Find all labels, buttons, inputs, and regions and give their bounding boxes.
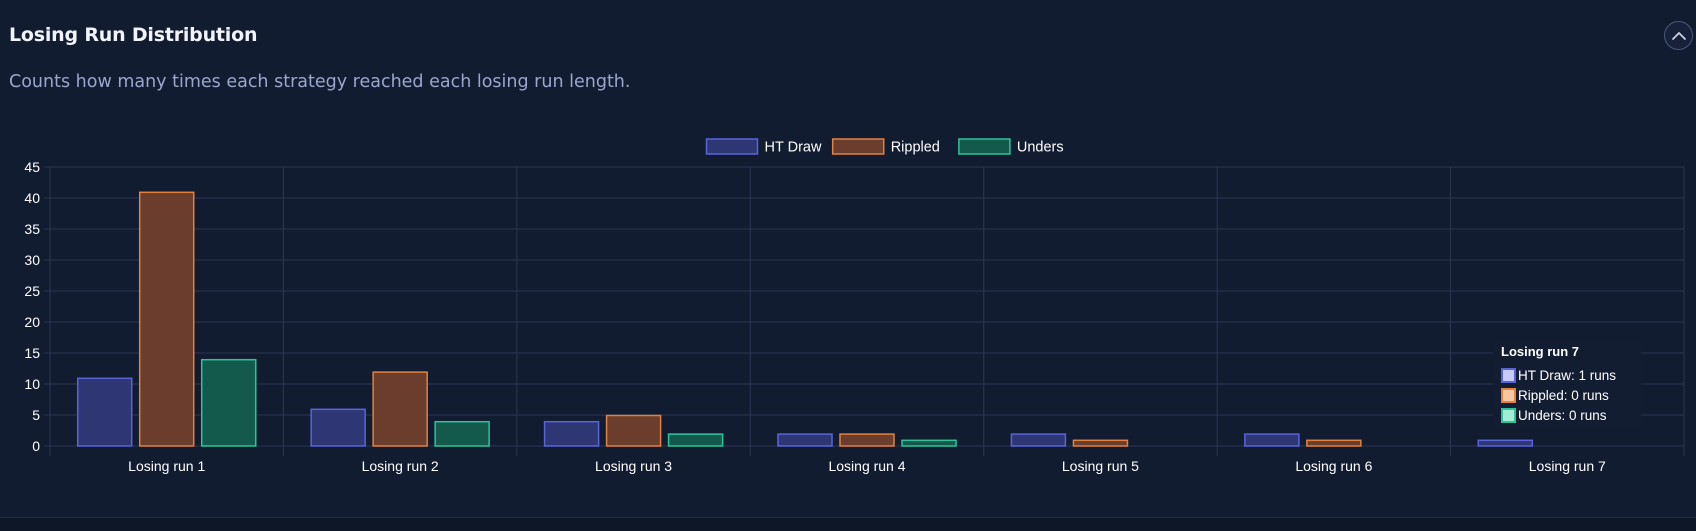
collapse-button[interactable] — [1664, 21, 1693, 50]
legend-swatch — [958, 138, 1011, 155]
x-tick-label: Losing run 2 — [362, 458, 439, 474]
panel-title: Losing Run Distribution — [9, 24, 258, 46]
bar-ht-draw — [76, 377, 133, 447]
x-tick-label: Losing run 3 — [595, 458, 672, 474]
legend-label: HT Draw — [765, 140, 822, 156]
bar-rippled — [1306, 439, 1362, 447]
tooltip-swatch — [1501, 407, 1516, 423]
bar-unders — [667, 433, 724, 447]
y-tick-label: 30 — [24, 252, 40, 268]
x-tick-label: Losing run 1 — [128, 458, 205, 474]
x-tick-label: Losing run 6 — [1295, 458, 1372, 474]
bar-ht-draw — [310, 408, 366, 447]
tooltip-swatch — [1501, 367, 1516, 383]
bar-rippled — [138, 191, 195, 447]
tooltip-row-label: HT Draw: 1 runs — [1518, 367, 1617, 383]
y-tick-label: 0 — [32, 438, 40, 454]
y-tick-label: 45 — [24, 159, 40, 175]
chart-tooltip: Losing run 7 HT Draw: 1 runs Rippled: 0 … — [1493, 338, 1641, 430]
y-tick-label: 15 — [24, 345, 40, 361]
panel-subtitle: Counts how many times each strategy reac… — [9, 72, 631, 92]
bar-ht-draw — [777, 433, 833, 447]
tooltip-row-rippled: Rippled: 0 runs — [1501, 385, 1633, 405]
bar-unders — [200, 358, 257, 447]
tooltip-row-label: Rippled: 0 runs — [1518, 387, 1609, 403]
bar-ht-draw — [1244, 433, 1300, 447]
tooltip-row-unders: Unders: 0 runs — [1501, 405, 1633, 425]
bar-ht-draw — [1010, 433, 1067, 447]
legend-label: Rippled — [891, 140, 940, 156]
tooltip-swatch — [1501, 387, 1516, 403]
bar-unders — [901, 439, 957, 447]
bar-rippled — [1072, 439, 1129, 447]
bar-rippled — [605, 414, 662, 447]
bar-ht-draw — [1477, 439, 1534, 447]
bottom-strip — [0, 518, 1696, 531]
bar-rippled — [372, 371, 428, 447]
legend-swatch — [705, 138, 759, 155]
tooltip-row-label: Unders: 0 runs — [1518, 407, 1607, 423]
tooltip-row-ht-draw: HT Draw: 1 runs — [1501, 365, 1633, 385]
legend-label: Unders — [1017, 140, 1064, 156]
y-tick-label: 5 — [32, 407, 40, 423]
y-tick-label: 20 — [24, 314, 40, 330]
losing-run-bar-chart: 0 5 10 15 20 25 30 35 40 45 Losing run 1 Losing run… — [24, 138, 1685, 474]
y-tick-label: 40 — [24, 190, 40, 206]
y-tick-label: 10 — [24, 376, 40, 392]
bar-unders — [434, 420, 490, 447]
x-tick-label: Losing run 5 — [1062, 458, 1139, 474]
chevron-up-icon — [1672, 32, 1686, 40]
bar-rippled — [839, 433, 895, 447]
losing-run-panel: Losing Run Distribution Counts how many … — [0, 21, 1696, 518]
tooltip-title: Losing run 7 — [1501, 344, 1579, 359]
x-tick-label: Losing run 4 — [828, 458, 905, 474]
bar-ht-draw — [543, 420, 600, 447]
x-tick-label: Losing run 7 — [1529, 458, 1606, 474]
y-tick-label: 25 — [24, 283, 40, 299]
y-tick-label: 35 — [24, 221, 40, 237]
legend-swatch — [831, 138, 885, 155]
